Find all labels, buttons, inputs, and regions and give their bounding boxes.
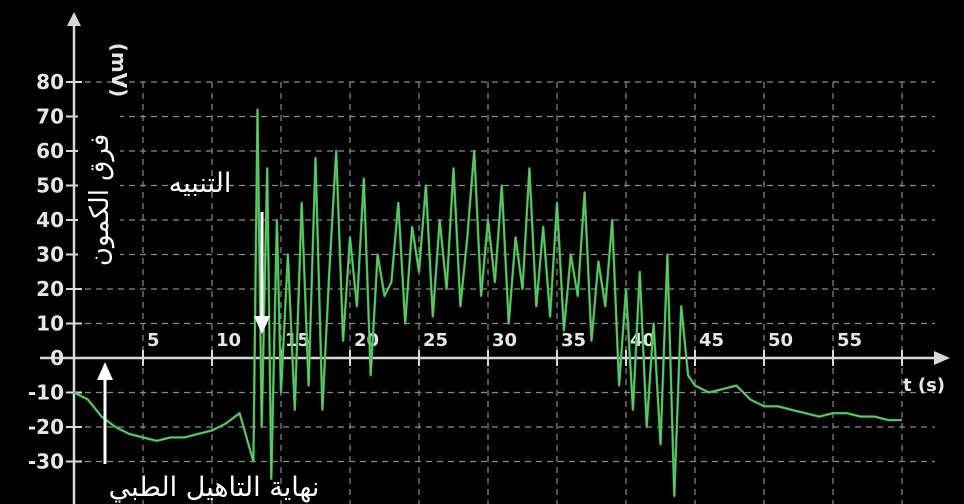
x-axis-label: t (s): [903, 375, 945, 396]
x-tick-label: 30: [492, 330, 517, 351]
y-tick-label: 60: [36, 139, 64, 163]
y-tick-label: 20: [36, 277, 64, 301]
y-tick-labels: 80 70 60 50 40 30 20 10 0 -10 -20 -30: [28, 70, 64, 474]
y-axis-label: فرق الكمون: [85, 134, 115, 266]
y-tick-label: -20: [28, 415, 64, 439]
series-line-highlight: [73, 109, 902, 497]
x-axis-arrowhead: [934, 351, 950, 365]
rehab-end-arrow: [97, 362, 113, 464]
grid-lines: [74, 81, 935, 504]
ylabel-backing: [78, 112, 120, 288]
y-tick-label: -10: [28, 381, 64, 405]
y-tick-label: -30: [28, 450, 64, 474]
x-tick-label: 45: [699, 330, 724, 351]
y-tick-label: 40: [36, 208, 64, 232]
y-tick-label: 10: [36, 312, 64, 336]
y-tick-label: 50: [36, 174, 64, 198]
y-tick-label: 70: [36, 105, 64, 129]
x-tick-label: 50: [768, 330, 793, 351]
x-tick-label: 20: [354, 330, 379, 351]
x-tick-label: 55: [837, 330, 862, 351]
y-axis-unit: (mV): [107, 43, 131, 98]
x-tick-label: 25: [423, 330, 448, 351]
y-tick-label: 0: [50, 346, 64, 370]
x-tick-label: 10: [216, 330, 241, 351]
x-tick-label: 35: [561, 330, 586, 351]
x-tick-label: 5: [147, 330, 160, 351]
y-axis-arrowhead: [67, 12, 81, 26]
rehab-end-annotation: نهاية التاهيل الطبي: [109, 472, 320, 503]
y-tick-label: 80: [36, 70, 64, 94]
stimulus-arrow: [254, 212, 270, 334]
stimulus-annotation: التنبيه: [169, 168, 232, 199]
y-tick-label: 30: [36, 243, 64, 267]
